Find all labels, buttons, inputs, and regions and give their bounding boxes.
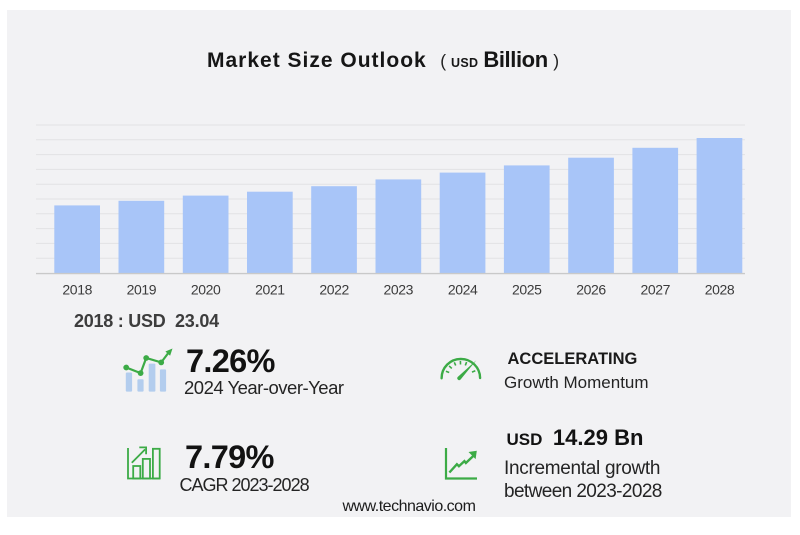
svg-text:2020: 2020 <box>191 282 221 298</box>
svg-text:2027: 2027 <box>641 282 671 298</box>
svg-text:2026: 2026 <box>576 282 606 298</box>
svg-text:2022: 2022 <box>319 282 349 298</box>
svg-text:2028: 2028 <box>705 282 735 298</box>
svg-text:2018: 2018 <box>62 282 92 298</box>
svg-text:2019: 2019 <box>127 282 157 298</box>
svg-text:2025: 2025 <box>512 282 542 298</box>
svg-text:2021: 2021 <box>255 282 285 298</box>
svg-text:2024: 2024 <box>448 282 478 298</box>
svg-text:2023: 2023 <box>384 282 414 298</box>
